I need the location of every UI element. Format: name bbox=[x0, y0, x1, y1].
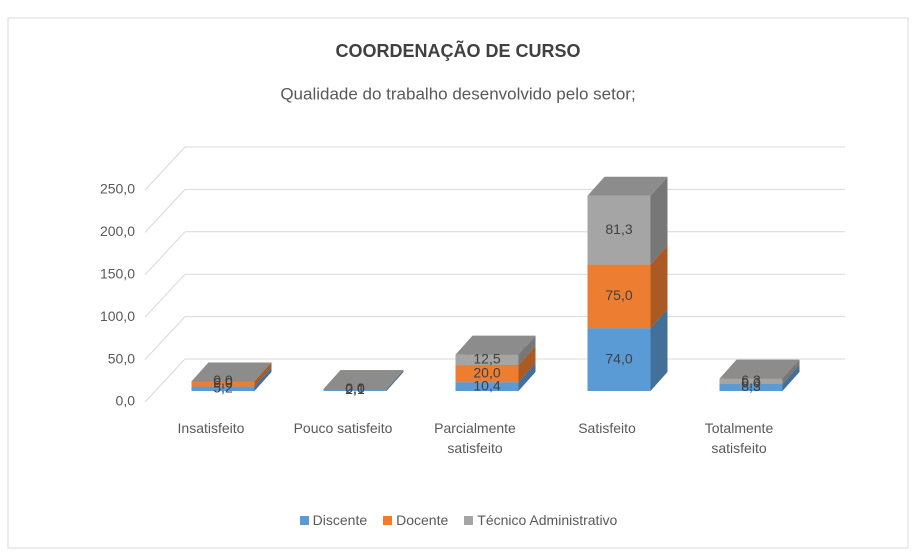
data-label: 8,3 bbox=[741, 378, 761, 394]
legend-item: Docente bbox=[383, 512, 448, 528]
bar-front bbox=[455, 382, 519, 391]
data-label: 10,4 bbox=[473, 377, 500, 393]
bar-side bbox=[782, 364, 800, 391]
data-label: 0,0 bbox=[345, 380, 365, 396]
bar-top bbox=[719, 359, 800, 379]
data-label: 0,0 bbox=[741, 375, 761, 391]
bar-front bbox=[323, 389, 387, 391]
data-label: 6,3 bbox=[741, 372, 761, 388]
x-tick-label: Satisfeito bbox=[578, 420, 636, 436]
legend-label: Docente bbox=[396, 512, 449, 528]
y-tick-label: 100,0 bbox=[100, 308, 135, 324]
y-tick-label: 150,0 bbox=[100, 266, 135, 282]
bar-side bbox=[254, 367, 272, 391]
legend-swatch bbox=[383, 516, 393, 525]
bar-side bbox=[650, 309, 668, 391]
data-label: 0,0 bbox=[345, 380, 365, 396]
x-tick-label: Pouco satisfeito bbox=[293, 420, 393, 436]
data-label: 81,3 bbox=[605, 221, 632, 237]
data-label: 74,0 bbox=[605, 350, 632, 366]
bar-front bbox=[587, 264, 651, 329]
bar-side bbox=[650, 176, 668, 265]
grid-line bbox=[144, 316, 186, 360]
grid-line bbox=[144, 231, 186, 276]
y-tick-label: 50,0 bbox=[108, 350, 135, 366]
chart-subtitle: Qualidade do trabalho desenvolvido pelo … bbox=[280, 84, 635, 103]
legend-label: Discente bbox=[312, 512, 368, 528]
bar-top bbox=[323, 370, 404, 390]
grid-line bbox=[144, 273, 186, 318]
bar-top bbox=[455, 335, 536, 355]
x-tick-label: Parcialmente satisfeito bbox=[434, 420, 516, 456]
bar-top bbox=[191, 362, 272, 382]
bar-side bbox=[650, 245, 668, 329]
grid-line bbox=[144, 358, 186, 403]
legend-label: Técnico Administrativo bbox=[477, 512, 618, 528]
data-label: 5,2 bbox=[213, 379, 233, 395]
legend-swatch bbox=[299, 516, 309, 525]
bar-front bbox=[719, 383, 783, 391]
x-tick-label-box: Parcialmente satisfeito bbox=[434, 420, 516, 456]
bar-front bbox=[587, 195, 651, 265]
bar-side bbox=[386, 370, 404, 391]
x-tick-label-box: Pouco satisfeito bbox=[293, 420, 393, 436]
bar-front bbox=[455, 354, 519, 366]
data-label: 75,0 bbox=[605, 287, 632, 303]
y-tick-label: 250,0 bbox=[100, 181, 135, 197]
bar-front bbox=[191, 381, 255, 387]
bar-top bbox=[587, 176, 668, 196]
x-tick-label-box: Insatisfeito bbox=[177, 420, 245, 436]
bar-side bbox=[254, 362, 272, 387]
y-tick-label: 0,0 bbox=[116, 393, 136, 409]
legend-swatch bbox=[464, 516, 474, 525]
legend-item: Discente bbox=[299, 512, 368, 528]
data-label: 0,0 bbox=[213, 372, 233, 388]
x-tick-label-box: Satisfeito bbox=[578, 420, 636, 436]
chart-title: COORDENAÇÃO DE CURSO bbox=[335, 40, 580, 61]
data-label: 12,5 bbox=[473, 351, 500, 367]
x-tick-label-box: Totalmente satisfeito bbox=[704, 420, 774, 456]
bar-front bbox=[191, 386, 255, 391]
chart-border bbox=[7, 17, 909, 549]
x-tick-label: Totalmente satisfeito bbox=[704, 420, 774, 456]
y-tick-label: 200,0 bbox=[100, 223, 135, 239]
legend-item: Técnico Administrativo bbox=[464, 512, 617, 528]
bar-side bbox=[518, 335, 536, 366]
data-label: 20,0 bbox=[473, 364, 500, 380]
grid-line bbox=[144, 146, 186, 191]
data-label: 2,1 bbox=[345, 381, 365, 397]
x-tick-label: Insatisfeito bbox=[177, 420, 245, 436]
bar-front bbox=[587, 328, 651, 391]
grid-line bbox=[144, 189, 186, 233]
bar-front bbox=[719, 378, 783, 384]
bar-side bbox=[518, 363, 536, 391]
data-label: 6,0 bbox=[213, 375, 233, 391]
bar-side bbox=[518, 346, 536, 383]
bar-front bbox=[455, 365, 519, 383]
legend: Discente Docente Técnico Administrativo bbox=[0, 512, 917, 528]
bar-side bbox=[782, 359, 800, 384]
